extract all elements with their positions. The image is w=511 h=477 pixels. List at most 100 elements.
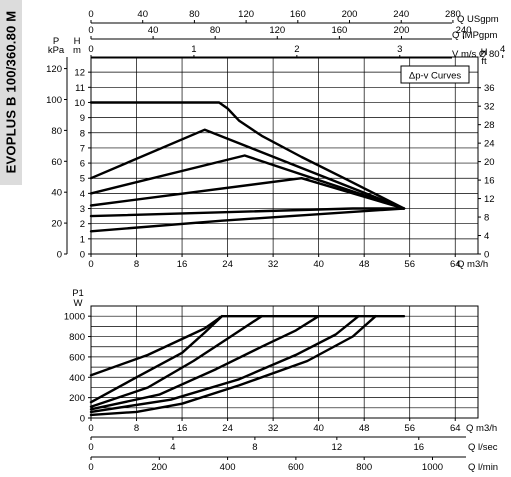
head-curve-1 [89,207,406,233]
lmin-axis-label: Q l/min [468,462,498,473]
m3h-tick-label: 40 [313,423,324,434]
y-tick-label: 7 [80,143,85,154]
m-axis-unit: m [73,45,81,56]
product-label-bar: EVOPLUS B 100/360.80 M [0,0,22,185]
y-tick-label: 8 [80,128,85,139]
impgpm-tick-label: 240 [456,25,472,36]
y-tick-label: 1000 [64,312,85,323]
y-tick-label: 9 [80,113,85,124]
lsec-tick-label: 16 [414,442,425,453]
head-flow-chart: 0 8 16 24 32 40 48 56 64Q m3/h012345678910111202… [46,9,505,270]
x-tick-label: 32 [268,259,279,270]
ft-tick-label: 4 [484,231,489,242]
usgpm-tick-label: 200 [342,9,358,20]
power-curve-4 [89,315,320,411]
y-tick-label: 12 [74,68,85,79]
usgpm-tick-label: 40 [137,9,148,20]
x-tick-label: 0 [88,259,93,270]
impgpm-axis-label: Q IMPgpm [452,30,497,41]
lmin-tick-label: 600 [288,462,304,473]
y-tick-label: 3 [80,204,85,215]
y-tick-label: 0 [80,250,85,261]
velocity-axis-label: V m/s Ø 80 [452,49,500,60]
x-tick-label: 64 [450,259,461,270]
ft-tick-label: 0 [484,250,489,261]
m3h-tick-label: 24 [222,423,233,434]
kpa-axis-unit: kPa [48,45,65,56]
y-tick-label: 2 [80,219,85,230]
m3h-tick-label: 0 [88,423,93,434]
m3h-tick-label: 8 [134,423,139,434]
x-tick-label: 48 [359,259,370,270]
impgpm-tick-label: 40 [148,25,159,36]
lmin-tick-label: 200 [151,462,167,473]
y-tick-label: 5 [80,174,85,185]
y-tick-label: 200 [69,393,85,404]
lsec-tick-label: 0 [88,442,93,453]
head-curve-6 [89,101,406,210]
m3h-tick-label: 64 [450,423,461,434]
head-curve-5 [89,128,406,210]
power-curve-1 [89,315,406,377]
power-axis-symbol: P1 [72,288,84,299]
kpa-tick-label: 20 [51,219,62,230]
x-tick-label: 24 [222,259,233,270]
power-curve-3 [89,315,263,408]
lsec-tick-label: 8 [252,442,257,453]
ft-axis-symbol: H [481,47,488,58]
lsec-tick-label: 12 [332,442,343,453]
y-tick-label: 10 [74,98,85,109]
power-curve-2 [89,315,224,404]
usgpm-tick-label: 0 [88,9,93,20]
y-tick-label: 600 [69,352,85,363]
m3h-tick-label: 16 [177,423,188,434]
m3h-tick-label: 32 [268,423,279,434]
x-axis-label: Q m3/h [457,259,488,270]
head-curve-2 [89,207,406,218]
kpa-tick-label: 0 [57,250,62,261]
velocity-tick-label: 1 [191,44,196,55]
ft-tick-label: 20 [484,157,495,168]
usgpm-tick-label: 80 [189,9,200,20]
usgpm-tick-label: 160 [290,9,306,20]
lmin-tick-label: 0 [88,462,93,473]
head-curve-4 [89,154,406,210]
power-curve-5 [89,315,360,414]
ft-tick-label: 16 [484,176,495,187]
plot-frame [90,305,479,419]
m3h-axis-label: Q m3/h [466,423,497,434]
lsec-tick-label: 4 [170,442,175,453]
velocity-tick-label: 4 [500,44,505,55]
kpa-tick-label: 80 [51,126,62,137]
usgpm-axis-label: Q USgpm [457,14,499,25]
velocity-tick-label: 3 [397,44,402,55]
lmin-tick-label: 1000 [422,462,443,473]
kpa-tick-label: 120 [46,64,62,75]
x-tick-label: 16 [177,259,188,270]
ft-tick-label: 28 [484,120,495,131]
legend-box [400,65,470,84]
velocity-tick-label: 2 [294,44,299,55]
y-tick-label: 800 [69,332,85,343]
x-tick-label: 56 [404,259,415,270]
kpa-axis-symbol: P [53,36,59,47]
usgpm-tick-label: 240 [393,9,409,20]
ft-tick-label: 12 [484,194,495,205]
y-tick-label: 400 [69,373,85,384]
x-tick-label: 8 [134,259,139,270]
impgpm-tick-label: 160 [331,25,347,36]
kpa-tick-label: 60 [51,157,62,168]
lmin-tick-label: 400 [220,462,236,473]
velocity-tick-label: 0 [88,44,93,55]
kpa-tick-label: 40 [51,188,62,199]
y-tick-label: 0 [80,414,85,425]
m-axis-symbol: H [74,36,81,47]
ft-tick-label: 32 [484,102,495,113]
plot-frame [90,56,479,255]
power-axis-unit: W [74,298,83,309]
lsec-axis-label: Q l/sec [468,442,498,453]
y-tick-label: 1 [80,234,85,245]
impgpm-tick-label: 120 [269,25,285,36]
